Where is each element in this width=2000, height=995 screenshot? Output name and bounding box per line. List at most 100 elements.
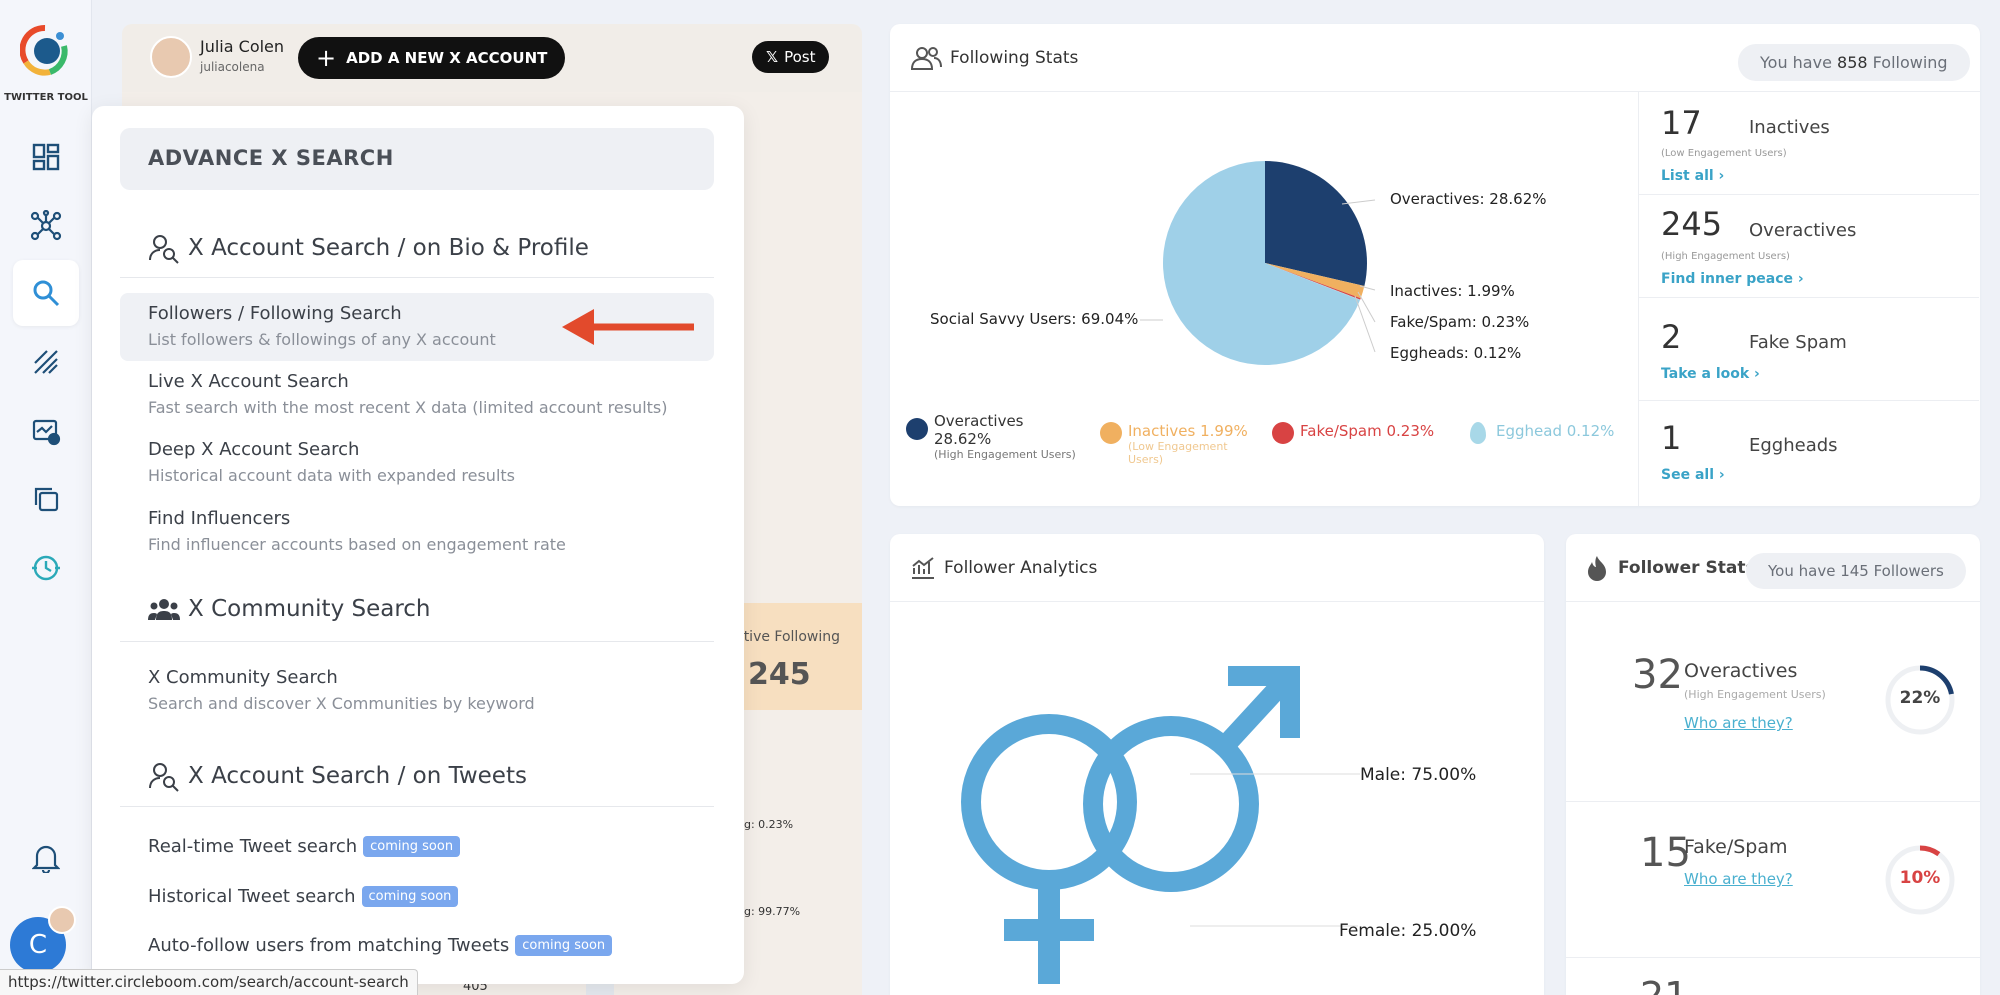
stat-row: 245 Overactives (High Engagement Users) … [1639, 195, 1979, 298]
legend-name: Overactives [934, 412, 1024, 430]
legend-name: Egghead 0.12% [1496, 422, 1615, 440]
pie-slice-inactives[interactable] [1265, 263, 1365, 299]
pie-slice-eggheads[interactable] [1265, 263, 1361, 301]
follower-stats-card: Follower Stats You have 145 Followers 32… [1566, 534, 1980, 995]
flame-icon [1588, 555, 1606, 581]
menu-item-community-search[interactable]: X Community Search Search and discover X… [120, 657, 714, 725]
follower-stat-row: 32 Overactives (High Engagement Users) W… [1566, 602, 1980, 802]
divider [120, 806, 714, 807]
performance-icon [32, 419, 61, 446]
brand-label: TWITTER TOOL [4, 92, 88, 103]
user-search-icon [149, 763, 179, 792]
followers-count-pill: You have 145 Followers [1746, 553, 1966, 589]
avatar-initial: C [28, 930, 48, 960]
divider [120, 277, 714, 278]
menu-item-realtime-tweet-search[interactable]: Real-time Tweet search coming soon [120, 826, 714, 870]
ring-percent: 22% [1899, 688, 1941, 708]
stat-value: 15 [1640, 830, 1691, 876]
menu-item-deep-account-search[interactable]: Deep X Account Search Historical account… [120, 429, 714, 497]
pie-label-inactives: Inactives: 1.99% [1390, 282, 1515, 300]
menu-item-find-influencers[interactable]: Find Influencers Find influencer account… [120, 498, 714, 566]
stat-sub: (High Engagement Users) [1661, 251, 1790, 262]
take-a-look-link[interactable]: Take a look › [1661, 366, 1760, 382]
user-search-icon [149, 235, 179, 264]
following-count-pill: You have 858 Following [1738, 44, 1970, 81]
stat-label: Overactives [1684, 660, 1798, 682]
menu-item-title: Live X Account Search [148, 371, 349, 392]
stat-label: Fake/Spam [1684, 836, 1788, 858]
legend-inactives: Inactives 1.99% (Low Engagement Users) [1100, 422, 1250, 466]
post-label: Post [784, 48, 816, 66]
avatar[interactable] [150, 36, 192, 78]
fake-spam-progress-ring [1885, 845, 1955, 915]
menu-item-title: X Community Search [148, 667, 338, 688]
add-account-button[interactable]: + ADD A NEW X ACCOUNT [298, 37, 566, 79]
sidebar-item-analytics[interactable] [13, 329, 79, 395]
avatar [48, 906, 76, 934]
angry-face-icon [1272, 422, 1294, 444]
card-title: Follower Analytics [944, 557, 1098, 578]
menu-item-title: Deep X Account Search [148, 439, 360, 460]
menu-item-desc: Historical account data with expanded re… [148, 466, 515, 485]
sidebar-item-dashboard[interactable] [13, 124, 79, 190]
sad-face-icon [1100, 422, 1122, 444]
logo-icon [19, 24, 70, 82]
pie-label-eggheads: Eggheads: 0.12% [1390, 344, 1522, 362]
section-title-bio: X Account Search / on Bio & Profile [148, 232, 589, 264]
stat-value: 32 [1632, 652, 1683, 698]
following-count: 858 [1837, 53, 1868, 72]
add-account-label: ADD A NEW X ACCOUNT [346, 49, 548, 67]
stat-value: 1 [1661, 419, 1682, 457]
under-label: g: 99.77% [744, 905, 801, 918]
sidebar-item-copy[interactable] [13, 466, 79, 532]
who-are-they-link[interactable]: Who are they? [1684, 870, 1793, 888]
follower-analytics-card: Follower Analytics Male: 75.00% Female: … [890, 534, 1544, 995]
legend-name: Fake/Spam 0.23% [1300, 422, 1435, 440]
who-are-they-link[interactable]: Who are they? [1684, 714, 1793, 732]
card-title: Following Stats [950, 47, 1079, 68]
sidebar-item-network[interactable] [13, 193, 79, 259]
analytics-icon [34, 350, 58, 374]
pie-label-overactives: Overactives: 28.62% [1390, 190, 1547, 208]
advance-search-dropdown: ADVANCE X SEARCH X Account Search / on B… [92, 106, 744, 984]
legend-pct: 28.62% [934, 430, 992, 448]
find-inner-peace-link[interactable]: Find inner peace › [1661, 271, 1804, 287]
account-name: Julia Colen [200, 37, 285, 56]
sidebar-item-performance[interactable] [13, 398, 79, 464]
menu-item-title: Historical Tweet search [148, 886, 356, 907]
section-title-tweets: X Account Search / on Tweets [148, 760, 527, 792]
active-following-label: ctive Following [736, 629, 840, 645]
egg-icon [1470, 422, 1486, 444]
section-title-community: X Community Search [148, 596, 431, 622]
sidebar-item-notifications[interactable] [13, 825, 79, 891]
list-all-link[interactable]: List all › [1661, 168, 1725, 184]
following-pie-chart [1163, 161, 1367, 365]
sidebar-item-history[interactable] [13, 535, 79, 601]
post-button[interactable]: 𝕏 Post [752, 41, 830, 73]
pill-text: Following [1867, 53, 1948, 72]
see-all-link[interactable]: See all › [1661, 467, 1725, 483]
menu-item-auto-follow[interactable]: Auto-follow users from matching Tweets co… [120, 925, 714, 969]
stat-value: 2 [1661, 318, 1682, 356]
following-stats-list: 17 Inactives (Low Engagement Users) List… [1638, 92, 1980, 506]
chart-trend-icon [912, 556, 934, 579]
menu-item-historical-tweet-search[interactable]: Historical Tweet search coming soon [120, 876, 714, 920]
stat-sub: (High Engagement Users) [1684, 688, 1826, 701]
menu-item-desc: Fast search with the most recent X data … [148, 398, 668, 417]
legend-name: Inactives 1.99% [1128, 422, 1248, 440]
menu-item-followers-following-search[interactable]: Followers / Following Search List follow… [120, 293, 714, 361]
pie-slice-fake-spam[interactable] [1265, 263, 1361, 300]
legend-sub: (High Engagement Users) [934, 448, 1076, 461]
sidebar-item-search[interactable] [13, 260, 79, 326]
stat-sub: (Low Engagement Users) [1661, 148, 1787, 159]
x-logo-icon: 𝕏 [766, 48, 779, 66]
arrow-left-icon [562, 309, 694, 345]
pie-slice-overactives[interactable] [1265, 161, 1367, 287]
stat-row: 17 Inactives (Low Engagement Users) List… [1639, 92, 1979, 195]
following-stats-card: Following Stats You have 858 Following O… [890, 24, 1980, 506]
copy-icon [34, 487, 59, 512]
pie-slice-social-savvy-users[interactable] [1163, 161, 1360, 365]
card-header: Follower Stats [1566, 534, 1980, 602]
menu-item-live-account-search[interactable]: Live X Account Search Fast search with t… [120, 361, 714, 429]
coming-soon-badge: coming soon [363, 836, 461, 857]
